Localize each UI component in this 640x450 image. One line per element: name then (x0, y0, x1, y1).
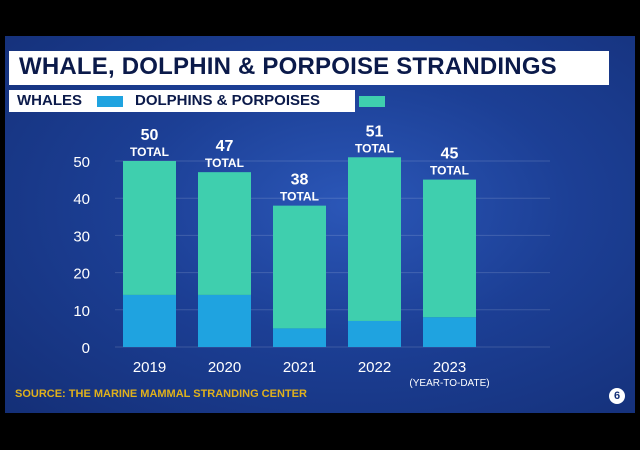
x-tick-label: 2019 (133, 359, 166, 376)
total-value-label: 38 (291, 172, 309, 189)
title-bar: WHALE, DOLPHIN & PORPOISE STRANDINGS (9, 51, 609, 85)
bar-dolphins (273, 205, 326, 329)
x-tick-label: 2021 (283, 359, 316, 376)
legend-swatch-whales (97, 96, 123, 107)
x-tick-label: 2022 (358, 359, 391, 376)
bar-dolphins (198, 172, 251, 295)
y-tick-label: 30 (73, 228, 90, 245)
total-word-label: TOTAL (205, 156, 244, 170)
total-value-label: 45 (441, 146, 459, 163)
y-tick-label: 20 (73, 266, 90, 283)
y-tick-label: 10 (73, 303, 90, 320)
stacked-bar-chart: 0102030405050TOTAL201947TOTAL202038TOTAL… (73, 123, 550, 389)
y-tick-label: 50 (73, 154, 90, 171)
chart-frame: WHALE, DOLPHIN & PORPOISE STRANDINGS WHA… (5, 36, 635, 413)
legend-label-dolphins: DOLPHINS & PORPOISES (135, 92, 321, 109)
total-word-label: TOTAL (355, 141, 394, 155)
x-tick-sublabel: (YEAR-TO-DATE) (409, 378, 489, 389)
bar-dolphins (348, 157, 401, 321)
total-value-label: 50 (141, 127, 159, 144)
x-tick-label: 2023 (433, 359, 466, 376)
y-tick-label: 40 (73, 191, 90, 208)
y-tick-label: 0 (82, 340, 90, 357)
x-tick-label: 2020 (208, 359, 241, 376)
legend-label-whales: WHALES (17, 92, 82, 109)
total-value-label: 47 (216, 138, 234, 155)
chart-title: WHALE, DOLPHIN & PORPOISE STRANDINGS (19, 53, 557, 80)
bar-whales (123, 294, 176, 347)
total-word-label: TOTAL (280, 190, 319, 204)
source-note: SOURCE: THE MARINE MAMMAL STRANDING CENT… (15, 388, 307, 400)
bar-whales (273, 328, 326, 347)
total-word-label: TOTAL (430, 164, 469, 178)
total-word-label: TOTAL (130, 145, 169, 159)
bar-whales (198, 294, 251, 347)
bar-dolphins (123, 161, 176, 295)
6abc-logo-icon: 6 (609, 388, 625, 404)
legend-swatch-dolphins (359, 96, 385, 107)
total-value-label: 51 (366, 123, 384, 140)
bar-dolphins (423, 179, 476, 318)
bar-whales (348, 320, 401, 347)
legend: WHALES DOLPHINS & PORPOISES (9, 90, 385, 112)
bar-whales (423, 317, 476, 347)
